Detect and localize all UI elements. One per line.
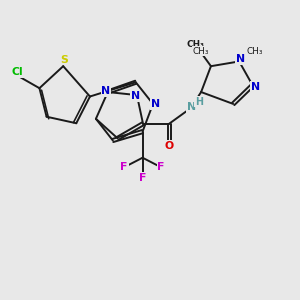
Text: N: N [101, 86, 111, 96]
Text: H: H [195, 97, 203, 107]
Text: F: F [139, 173, 146, 183]
Text: N: N [131, 91, 140, 101]
Text: N: N [187, 102, 196, 112]
Text: O: O [165, 141, 174, 151]
Text: F: F [121, 162, 128, 172]
Text: N: N [236, 54, 245, 64]
Text: F: F [157, 162, 165, 172]
Text: N: N [151, 99, 160, 109]
Text: N: N [251, 82, 260, 92]
Text: CH₃: CH₃ [246, 47, 263, 56]
Text: Cl: Cl [11, 67, 23, 77]
Text: CH₃: CH₃ [186, 40, 204, 49]
Text: CH₃: CH₃ [192, 47, 209, 56]
Text: S: S [60, 55, 68, 64]
